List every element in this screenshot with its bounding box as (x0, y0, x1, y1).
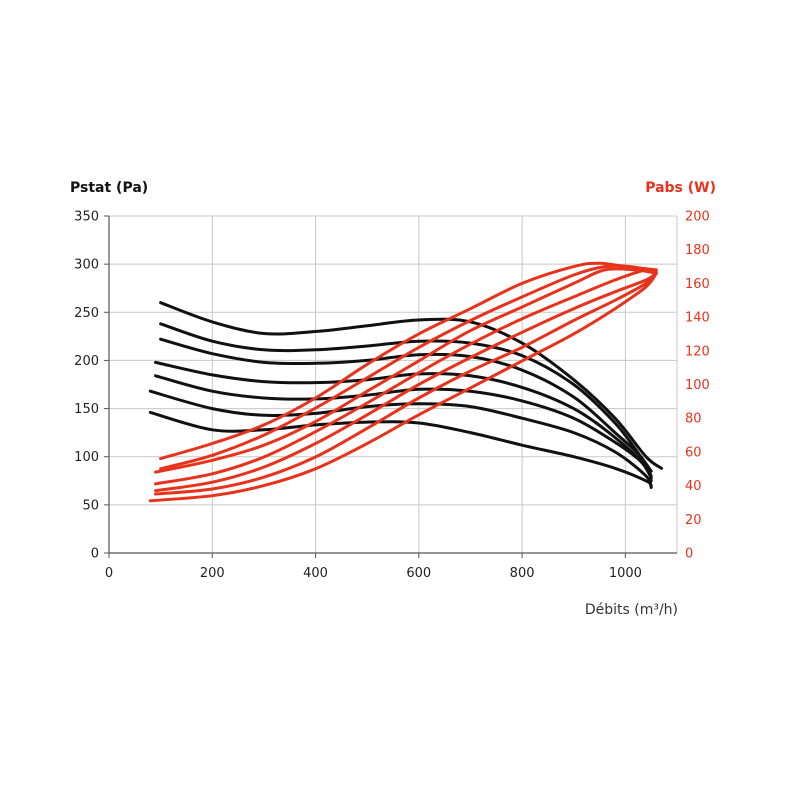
y-right-tick-label: 100 (685, 378, 710, 393)
pabs-curve-4 (154, 268, 658, 486)
y-right-tick-label: 200 (685, 210, 710, 225)
pstat-curve-5 (154, 374, 653, 480)
pabs-curve-1 (159, 261, 658, 461)
grid (109, 215, 678, 553)
y-right-tick-label: 40 (685, 479, 702, 494)
x-tick-label: 0 (105, 566, 113, 581)
pstat-curve-2 (159, 322, 653, 473)
y-left-tick-label: 250 (74, 306, 99, 321)
y-right-tick-label: 140 (685, 311, 710, 326)
pstat-curve-3 (159, 337, 653, 478)
y-left-tick-label: 0 (91, 547, 99, 562)
y-left-tick-label: 100 (74, 450, 99, 465)
right-axis-title: Pabs (W) (645, 180, 716, 196)
axes (104, 215, 677, 558)
pstat-curves (148, 301, 663, 489)
pstat-curve-4 (154, 360, 653, 483)
y-right-tick-label: 60 (685, 445, 702, 460)
y-right-tick-label: 0 (685, 547, 693, 562)
pabs-curve-6 (154, 271, 658, 496)
y-left-tick-label: 150 (74, 402, 99, 417)
x-tick-label: 1000 (609, 566, 642, 581)
tick-labels: 0 200 400 600 800 1000 0 50 100 150 200 250 300 350 0 2… (74, 210, 710, 582)
y-left-tick-label: 300 (74, 258, 99, 273)
y-right-tick-label: 160 (685, 277, 710, 292)
y-right-tick-label: 20 (685, 513, 702, 528)
y-right-tick-label: 180 (685, 243, 710, 258)
y-right-tick-label: 120 (685, 344, 710, 359)
y-right-tick-label: 80 (685, 412, 702, 427)
pabs-curves (148, 261, 658, 503)
x-tick-label: 800 (510, 566, 535, 581)
x-tick-label: 400 (303, 566, 328, 581)
x-tick-label: 200 (200, 566, 225, 581)
left-axis-title: Pstat (Pa) (70, 180, 148, 196)
pstat-curve-1 (159, 301, 663, 470)
pabs-curve-5 (154, 271, 658, 493)
y-left-tick-label: 200 (74, 354, 99, 369)
pabs-curve-2 (159, 264, 658, 471)
pabs-curve-3 (154, 267, 658, 474)
x-tick-label: 600 (406, 566, 431, 581)
x-axis-title: Débits (m³/h) (585, 602, 678, 618)
y-left-tick-label: 350 (74, 210, 99, 225)
pabs-curve-7 (148, 271, 658, 503)
y-left-tick-label: 50 (82, 498, 99, 513)
